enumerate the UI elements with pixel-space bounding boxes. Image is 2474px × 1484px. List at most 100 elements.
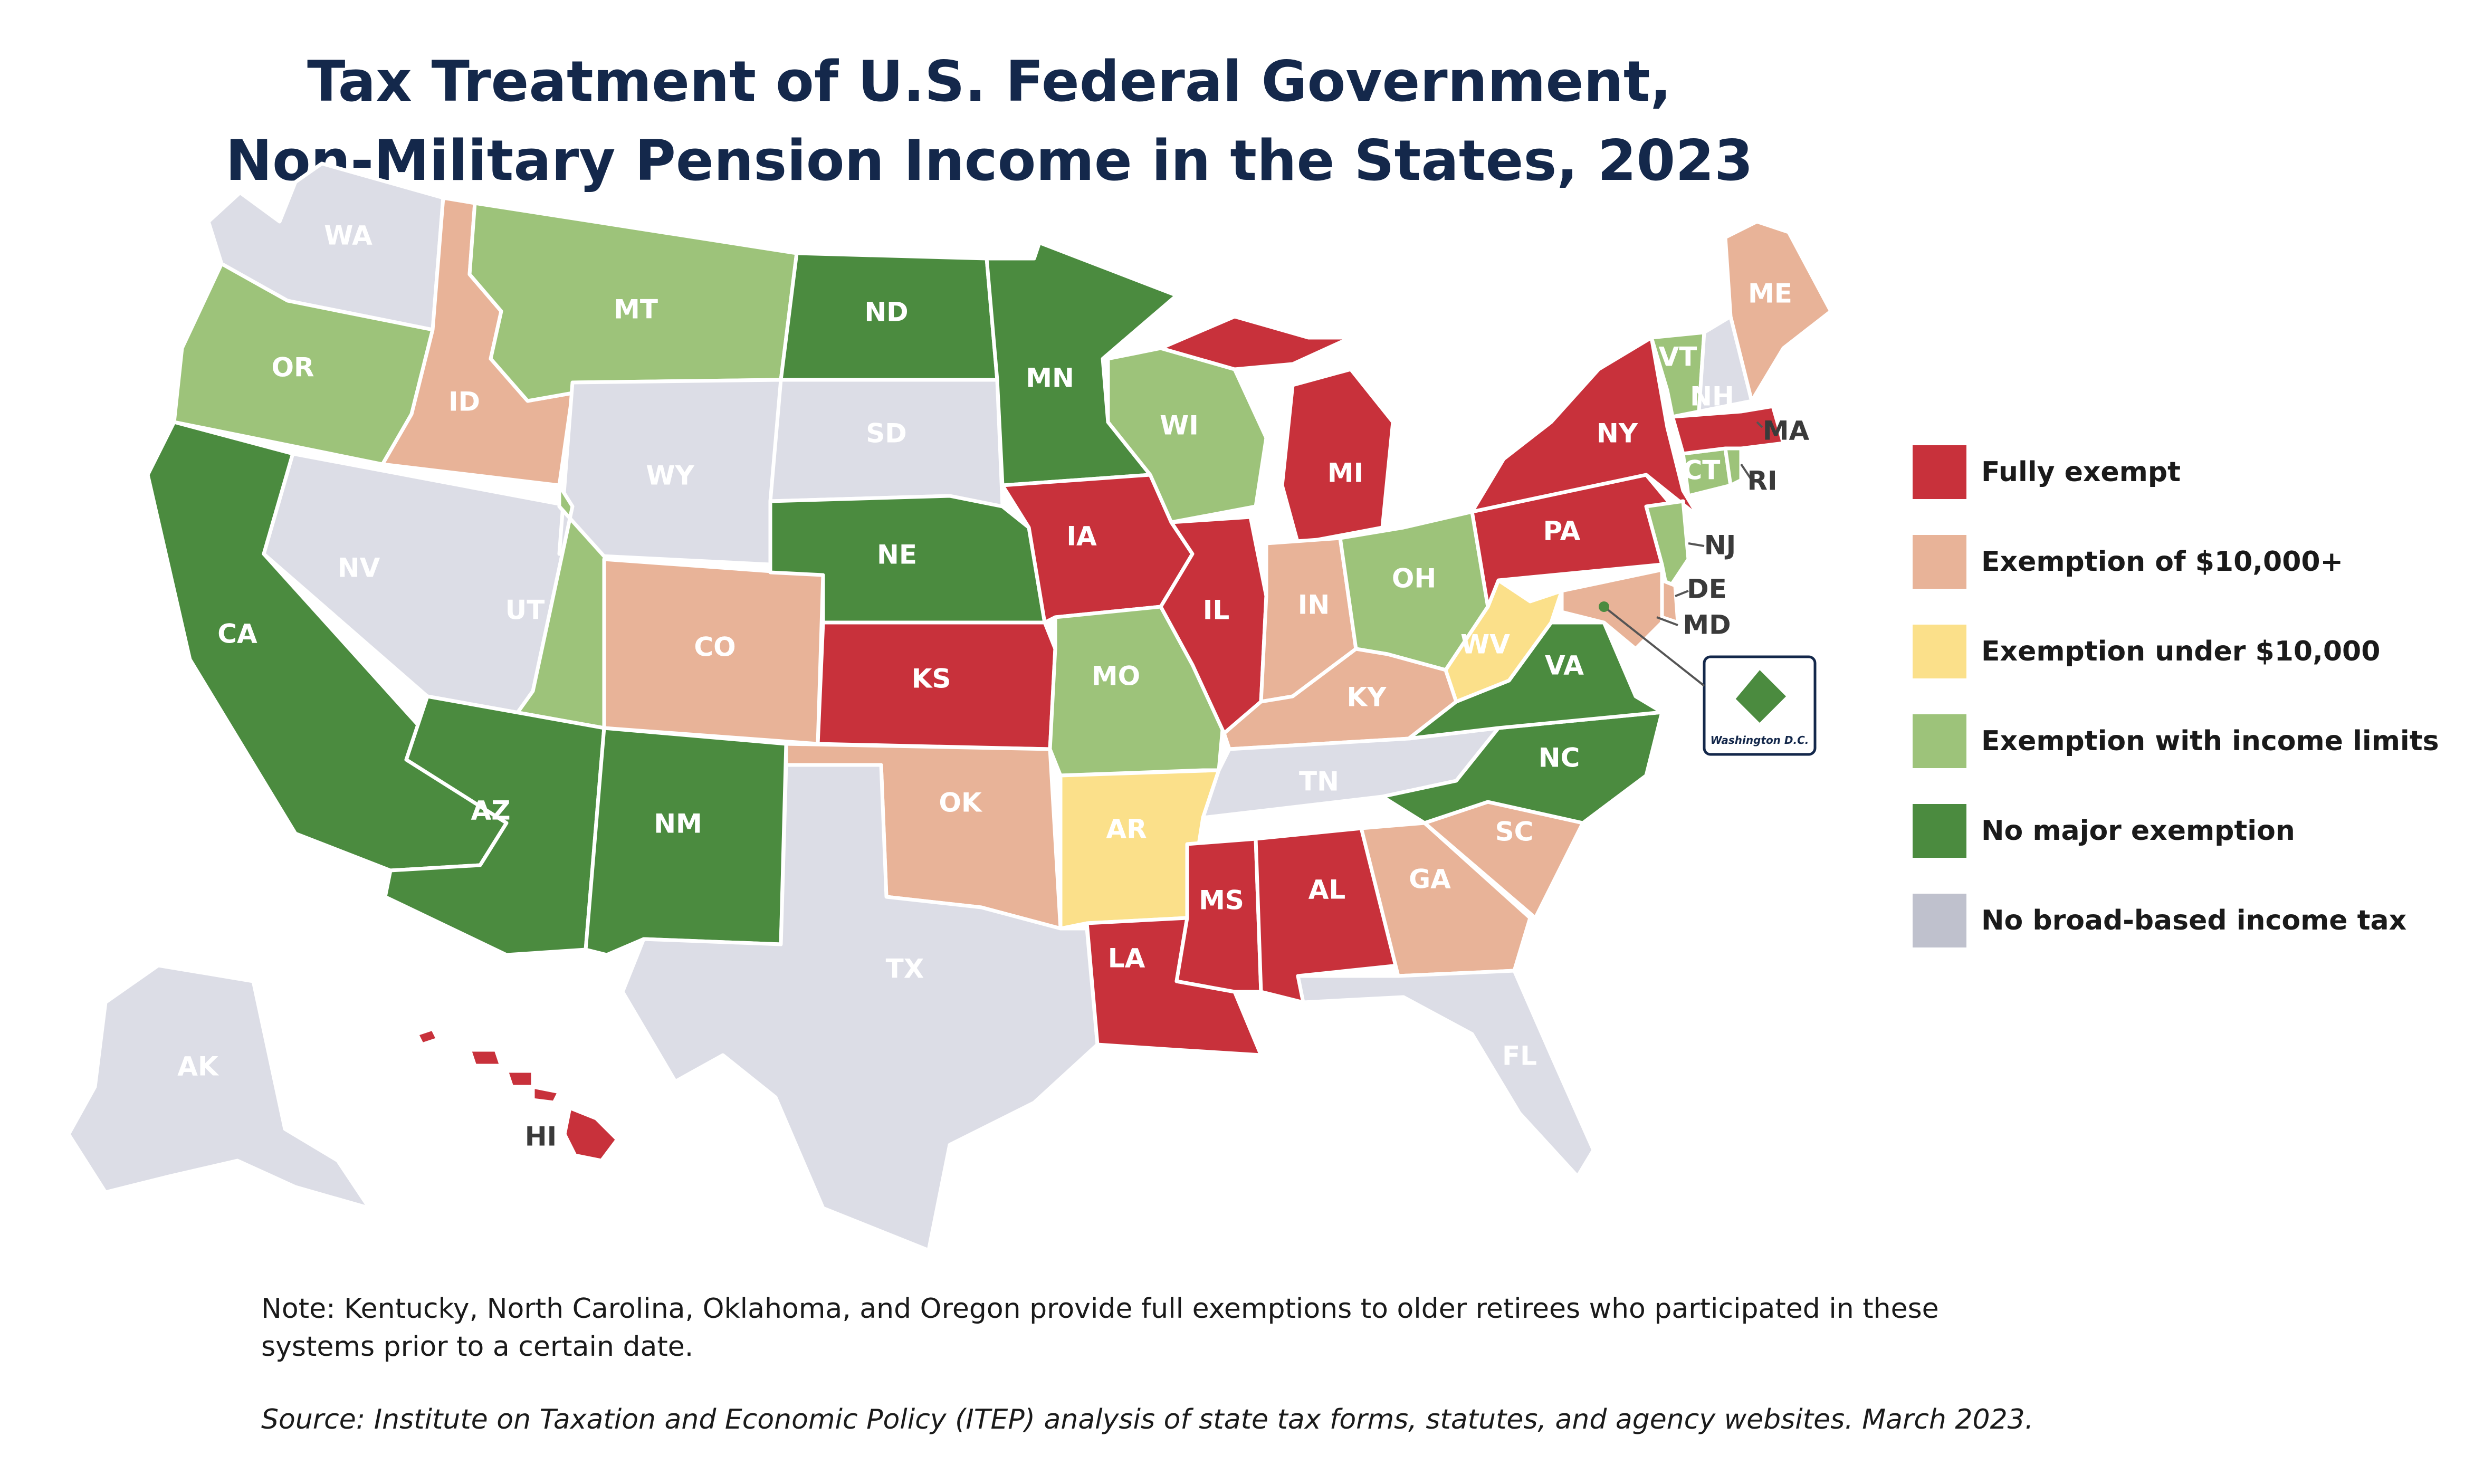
legend-swatch-exemption-under-10000 [1913,625,1966,678]
label-KS: KS [912,664,951,694]
label-HI: HI [525,1122,557,1152]
legend-item-exemption-income-limits: Exemption with income limits [1913,712,2472,770]
dc-locator-dot [1599,601,1609,612]
legend: Fully exempt Exemption of $10,000+ Exemp… [1913,443,2472,981]
label-OH: OH [1392,563,1436,594]
label-NV: NV [338,553,380,583]
label-AR: AR [1106,814,1147,845]
label-VA: VA [1545,650,1584,681]
label-MT: MT [614,294,658,325]
label-NM: NM [654,809,702,839]
legend-swatch-exemption-10000-plus [1913,535,1966,589]
label-PA: PA [1543,516,1581,547]
state-TX[interactable] [620,763,1100,1252]
label-LA: LA [1108,943,1145,974]
label-VT: VT [1659,342,1697,372]
label-OK: OK [939,788,983,818]
state-NJ[interactable] [1644,499,1690,593]
label-AK: AK [177,1051,219,1082]
label-TN: TN [1299,767,1339,797]
state-MA[interactable] [1670,404,1785,456]
label-ND: ND [864,297,908,328]
label-TX: TX [886,954,924,984]
state-NM[interactable] [584,726,788,957]
legend-label-no-income-tax: No broad-based income tax [1981,905,2407,936]
label-WV: WV [1460,629,1510,660]
label-WI: WI [1160,410,1199,441]
label-CA: CA [217,619,257,649]
label-DE: DE [1687,574,1727,605]
map-title: Tax Treatment of U.S. Federal Government… [0,42,1979,200]
label-MN: MN [1026,363,1074,394]
state-VT[interactable] [1649,330,1706,419]
label-NC: NC [1539,743,1580,773]
legend-item-fully-exempt: Fully exempt [1913,443,2472,501]
legend-swatch-fully-exempt [1913,445,1966,499]
label-AL: AL [1308,875,1346,905]
label-OR: OR [271,352,314,383]
label-SD: SD [866,418,907,449]
legend-swatch-no-income-tax [1913,894,1966,947]
label-ID: ID [448,387,480,417]
map-title-line-2: Non-Military Pension Income in the State… [225,128,1753,193]
label-AZ: AZ [471,796,511,826]
label-NJ: NJ [1704,530,1736,561]
label-MO: MO [1092,661,1140,692]
state-NY[interactable] [1470,336,1701,519]
ma-leader-line [1756,421,1763,428]
state-MN[interactable] [985,241,1179,487]
label-WA: WA [324,221,372,251]
legend-label-exemption-income-limits: Exemption with income limits [1981,725,2439,757]
label-GA: GA [1409,864,1451,895]
legend-item-no-major-exemption: No major exemption [1913,802,2472,860]
nj-leader-line [1688,542,1705,547]
state-HI[interactable] [415,1027,619,1163]
state-ME[interactable] [1723,219,1833,403]
label-WY: WY [646,461,694,491]
map-note: Note: Kentucky, North Carolina, Oklahoma… [261,1293,1939,1363]
dc-leader-line [1603,606,1705,687]
state-NC[interactable] [1380,710,1664,825]
legend-item-exemption-10000-plus: Exemption of $10,000+ [1913,533,2472,591]
state-MD[interactable] [1560,568,1664,651]
label-MD: MD [1683,610,1731,640]
label-CT: CT [1683,455,1721,486]
legend-swatch-exemption-income-limits [1913,714,1966,768]
md-leader-line [1656,616,1678,626]
legend-item-no-income-tax: No broad-based income tax [1913,892,2472,950]
dc-inset-label: Washington D.C. [1711,734,1809,746]
state-GA[interactable] [1359,821,1532,978]
label-SC: SC [1495,817,1534,847]
label-MS: MS [1199,885,1244,916]
label-MA: MA [1763,416,1810,446]
map-title-line-1: Tax Treatment of U.S. Federal Government… [307,49,1671,114]
legend-label-no-major-exemption: No major exemption [1981,815,2295,847]
label-FL: FL [1502,1041,1537,1071]
label-MI: MI [1327,458,1363,489]
label-IL: IL [1203,595,1229,626]
label-IN: IN [1298,590,1330,620]
legend-swatch-no-major-exemption [1913,804,1966,858]
label-ME: ME [1748,279,1792,309]
state-DC[interactable] [1731,665,1791,727]
state-MI[interactable] [1159,314,1395,545]
label-NH: NH [1690,381,1734,412]
label-IA: IA [1066,521,1097,552]
label-NE: NE [877,540,917,570]
state-AK[interactable] [66,963,371,1210]
legend-label-exemption-10000-plus: Exemption of $10,000+ [1981,546,2344,578]
label-NY: NY [1597,418,1638,449]
state-FL[interactable] [1296,969,1596,1179]
label-CO: CO [694,632,735,663]
legend-label-fully-exempt: Fully exempt [1981,456,2181,488]
label-RI: RI [1747,466,1777,496]
de-leader-line [1675,590,1689,597]
state-DE[interactable] [1660,578,1680,625]
label-UT: UT [505,595,545,626]
label-KY: KY [1347,682,1387,713]
legend-label-exemption-under-10000: Exemption under $10,000 [1981,636,2381,667]
legend-item-exemption-under-10000: Exemption under $10,000 [1913,623,2472,681]
map-source: Source: Institute on Taxation and Econom… [261,1404,2034,1435]
ri-leader-line [1740,463,1753,481]
